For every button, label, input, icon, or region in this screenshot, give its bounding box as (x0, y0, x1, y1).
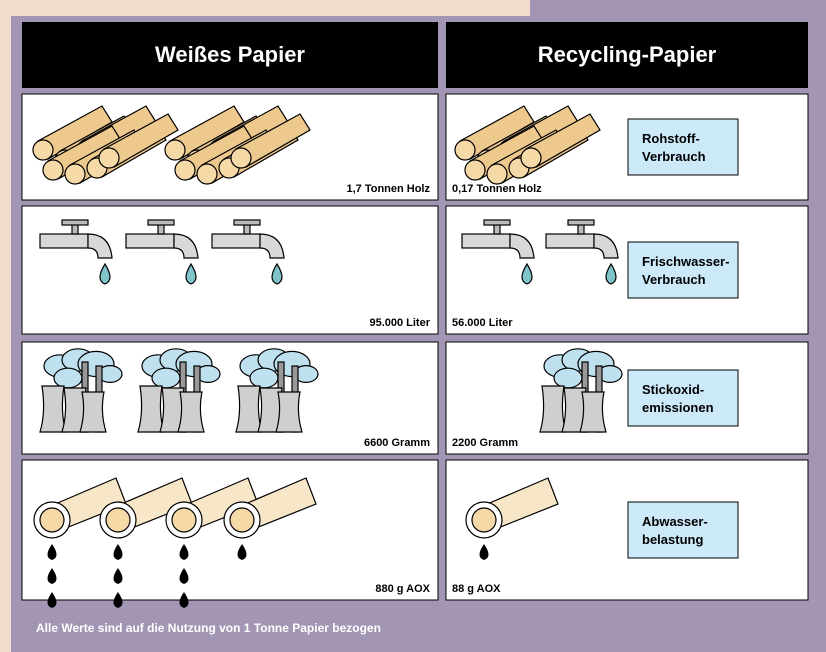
cooling-tower (580, 392, 606, 432)
category-label: Abwasser- (642, 514, 708, 529)
accent-strip (0, 0, 11, 652)
log-end (487, 164, 507, 184)
log-end (455, 140, 475, 160)
pipe-inner (172, 508, 196, 532)
category-box (628, 119, 738, 175)
smoke (250, 368, 278, 388)
value-label: 880 g AOX (375, 583, 430, 595)
faucet-pipe (40, 234, 88, 248)
log-end (521, 148, 541, 168)
log-end (197, 164, 217, 184)
value-label: 95.000 Liter (369, 317, 430, 329)
faucet-pipe (126, 234, 174, 248)
category-label: Stickoxid- (642, 382, 704, 397)
faucet-pipe (546, 234, 594, 248)
log-end (175, 160, 195, 180)
faucet-pipe (462, 234, 510, 248)
infographic: Weißes Papier Recycling-Papier Alle Wert… (0, 0, 826, 652)
cooling-tower (236, 386, 262, 432)
faucet-pipe (212, 234, 260, 248)
pipe-inner (230, 508, 254, 532)
smoke (54, 368, 82, 388)
category-label: Verbrauch (642, 272, 706, 287)
cooling-tower (276, 392, 302, 432)
value-label: 56.000 Liter (452, 317, 513, 329)
cooling-tower (178, 392, 204, 432)
panel-right (446, 460, 808, 600)
category-label: belastung (642, 532, 703, 547)
pipe-inner (40, 508, 64, 532)
log-end (165, 140, 185, 160)
faucet-handle (568, 220, 594, 225)
header-title: Recycling-Papier (538, 42, 717, 67)
value-label: 88 g AOX (452, 583, 501, 595)
category-label: Rohstoff- (642, 131, 700, 146)
category-label: Frischwasser- (642, 254, 729, 269)
value-label: 6600 Gramm (364, 437, 430, 449)
smoke (554, 368, 582, 388)
smoke (152, 368, 180, 388)
log-end (43, 160, 63, 180)
category-box (628, 370, 738, 426)
category-box (628, 502, 738, 558)
log-end (465, 160, 485, 180)
pipe-inner (106, 508, 130, 532)
value-label: 1,7 Tonnen Holz (346, 183, 430, 195)
value-label: 0,17 Tonnen Holz (452, 183, 542, 195)
faucet-handle (148, 220, 174, 225)
faucet-handle (484, 220, 510, 225)
cooling-tower (40, 386, 66, 432)
log-end (99, 148, 119, 168)
category-label: emissionen (642, 400, 714, 415)
category-box (628, 242, 738, 298)
pipe-inner (472, 508, 496, 532)
log-end (65, 164, 85, 184)
faucet-handle (234, 220, 260, 225)
header-title: Weißes Papier (155, 42, 305, 67)
log-end (33, 140, 53, 160)
category-label: Verbrauch (642, 149, 706, 164)
footer-note: Alle Werte sind auf die Nutzung von 1 To… (36, 621, 381, 635)
cooling-tower (540, 386, 566, 432)
log-end (231, 148, 251, 168)
faucet-handle (62, 220, 88, 225)
value-label: 2200 Gramm (452, 437, 518, 449)
cooling-tower (80, 392, 106, 432)
accent-strip (0, 0, 530, 16)
cooling-tower (138, 386, 164, 432)
